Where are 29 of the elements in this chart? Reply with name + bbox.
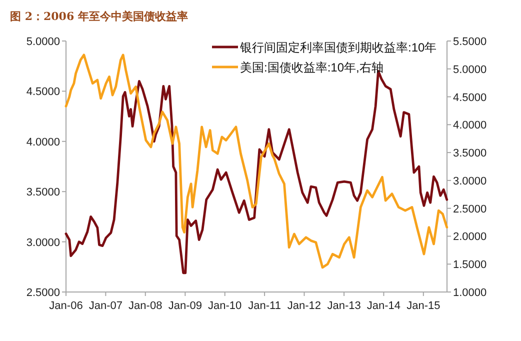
- y2-tick-label: 1.5000: [453, 259, 487, 272]
- y2-tick-label: 5.5000: [453, 36, 487, 48]
- y-tick-label: 2.5000: [26, 287, 60, 299]
- x-tick-label: Jan-08: [128, 300, 162, 312]
- y-tick-label: 4.5000: [26, 86, 60, 98]
- title: 图 2：2006 年至今中美国债收益率: [10, 10, 188, 23]
- legend-label: 银行间固定利率国债到期收益率:10年: [239, 40, 437, 54]
- x-tick-label: Jan-12: [287, 300, 322, 312]
- y2-tick-label: 3.5000: [453, 148, 487, 160]
- x-tick-label: Jan-13: [327, 300, 361, 312]
- y2-tick-label: 2.0000: [453, 231, 487, 244]
- y2-tick-label: 4.5000: [453, 92, 487, 104]
- y-tick-label: 3.5000: [26, 186, 60, 199]
- y2-tick-label: 2.5000: [453, 203, 487, 216]
- y-tick-label: 5.0000: [26, 36, 60, 48]
- x-tick-label: Jan-10: [208, 300, 242, 312]
- x-tick-label: Jan-15: [406, 300, 440, 312]
- y2-tick-label: 5.0000: [453, 64, 487, 76]
- y2-tick-label: 1.0000: [453, 287, 487, 299]
- legend-label: 美国:国债收益率:10年,右轴: [240, 60, 384, 74]
- x-tick-label: Jan-11: [248, 300, 281, 312]
- x-tick-label: Jan-06: [49, 300, 83, 312]
- y-tick-label: 4.0000: [26, 136, 60, 148]
- y-tick-label: 3.0000: [26, 236, 60, 249]
- x-tick-label: Jan-09: [168, 300, 202, 312]
- y2-tick-label: 4.0000: [453, 120, 487, 132]
- x-tick-label: Jan-07: [88, 300, 123, 312]
- y2-tick-label: 3.0000: [453, 175, 487, 188]
- x-tick-label: Jan-14: [366, 300, 401, 312]
